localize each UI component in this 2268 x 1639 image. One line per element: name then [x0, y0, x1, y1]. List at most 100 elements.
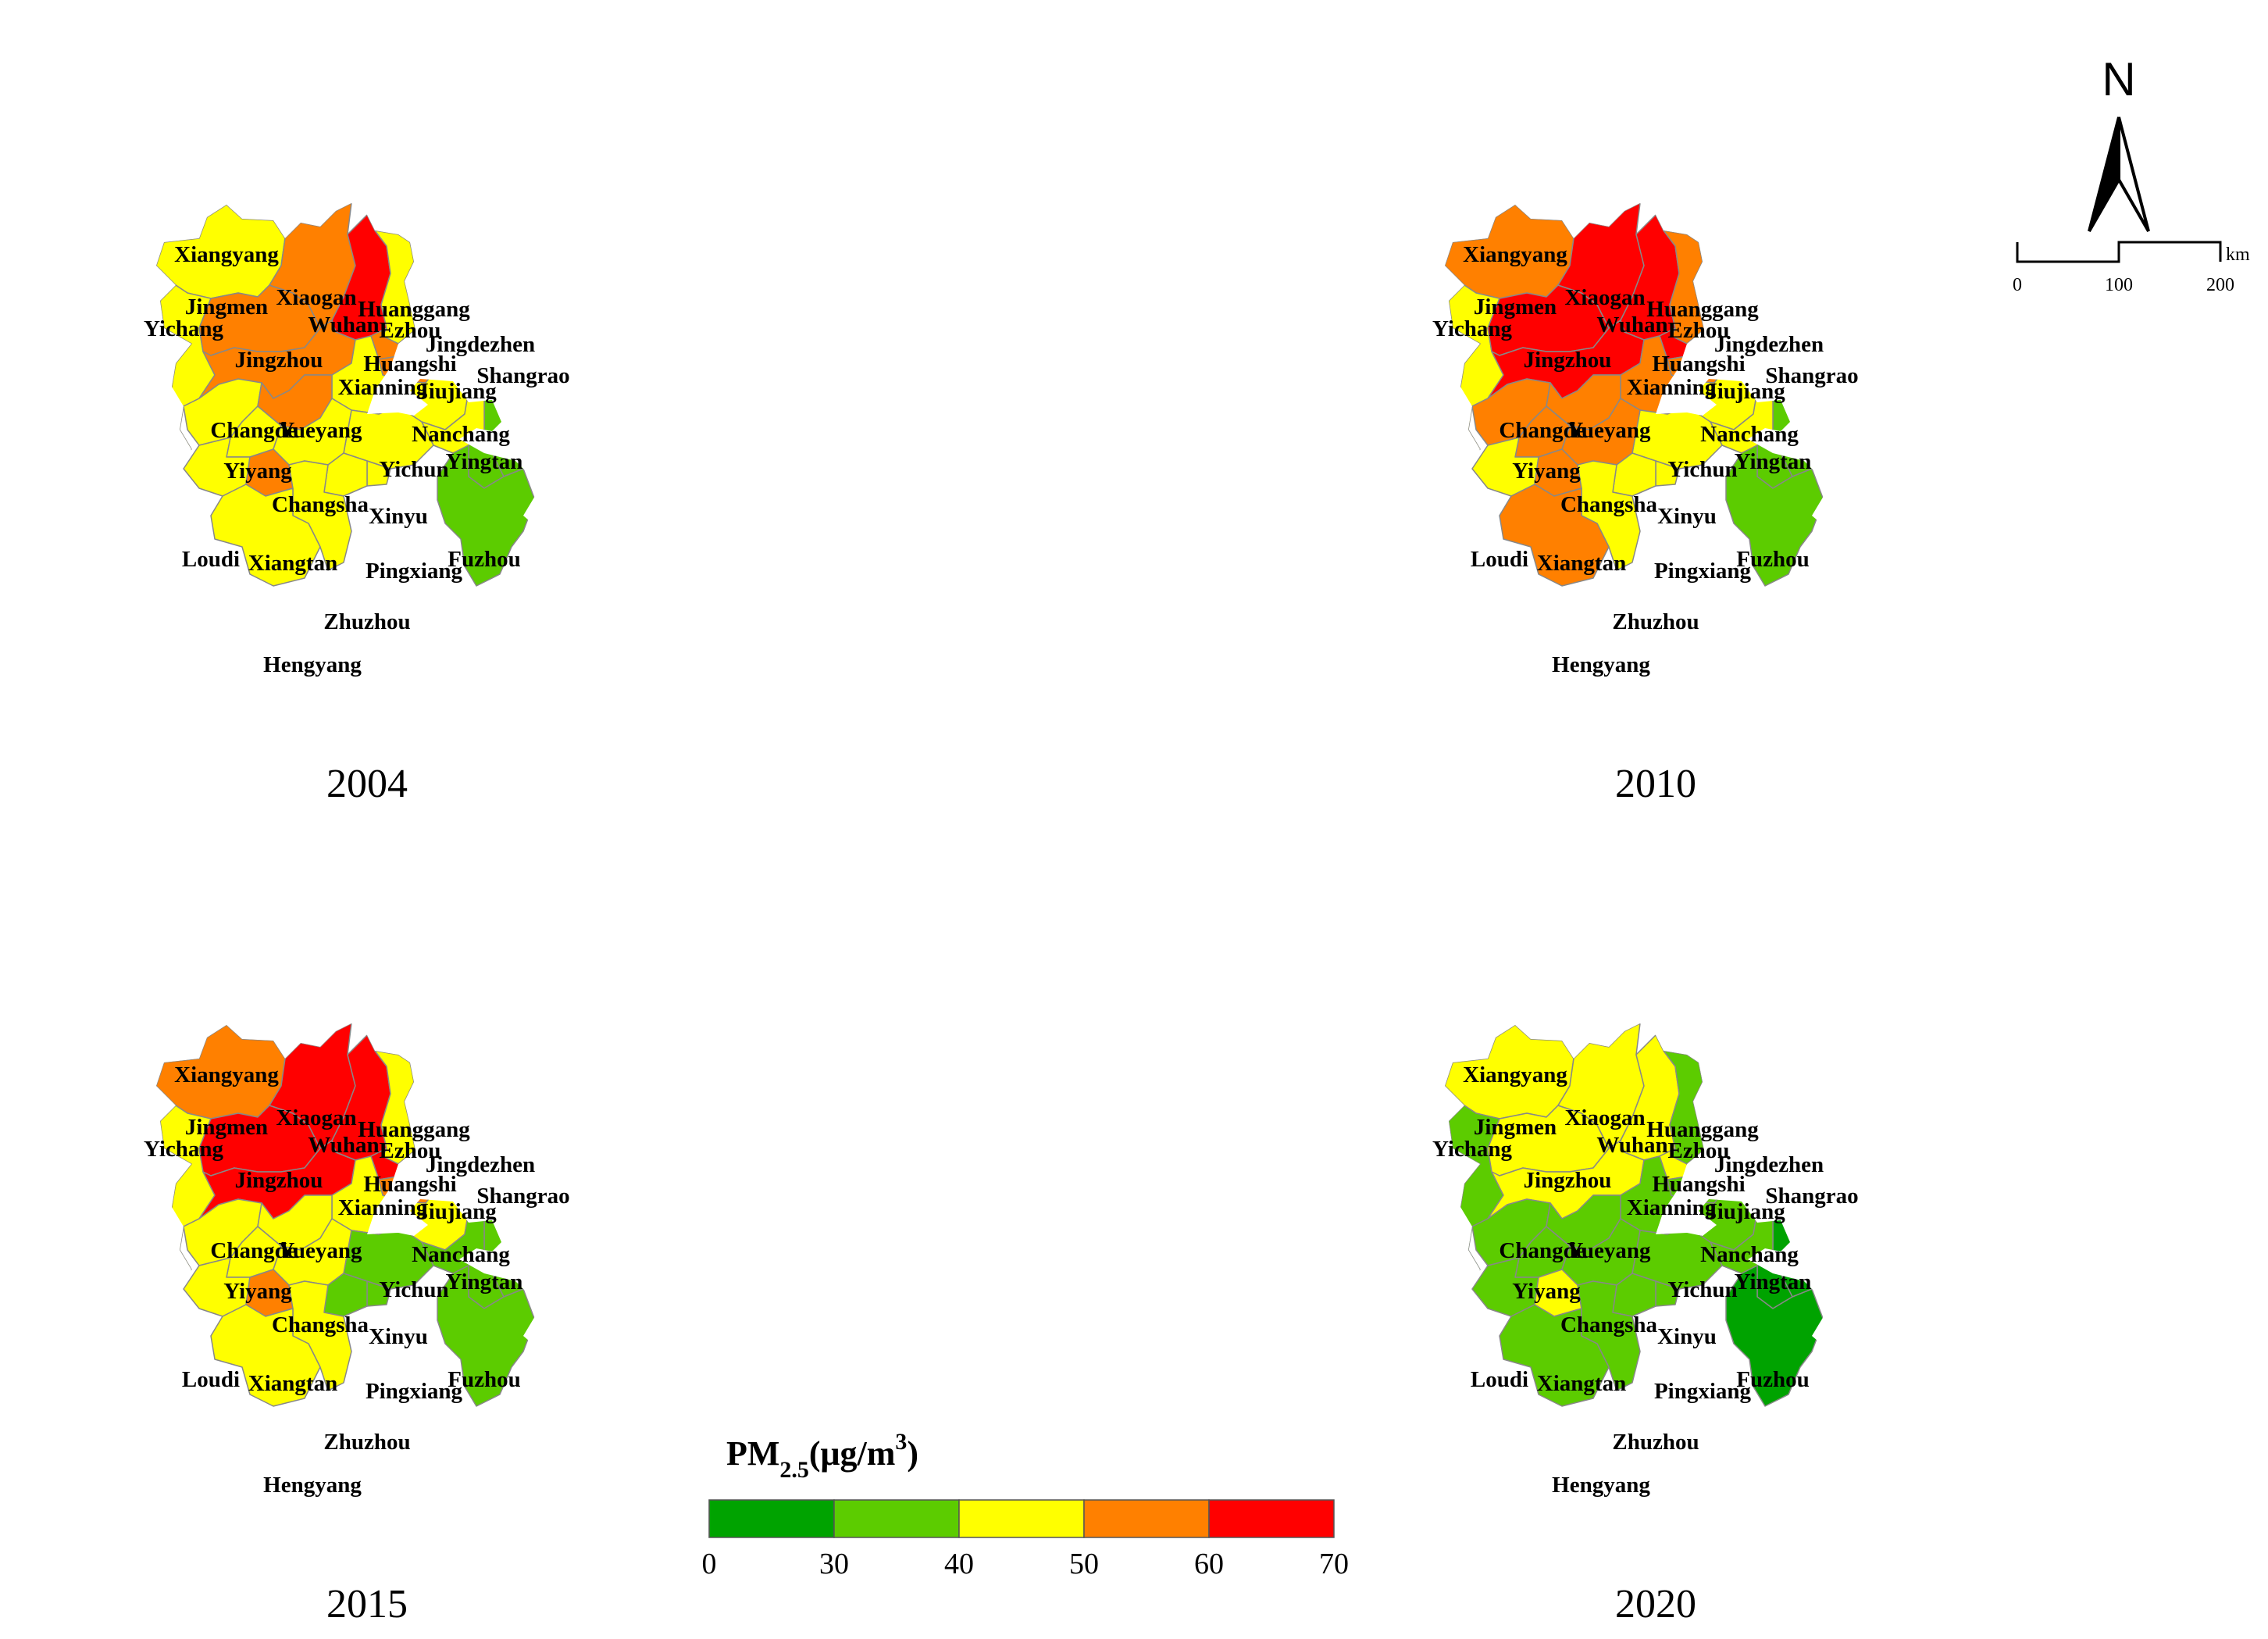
- city-label-xiangyang: Xiangyang: [174, 1062, 279, 1087]
- legend-title-sup: 3: [895, 1429, 907, 1455]
- city-label-xinyu: Xinyu: [369, 1324, 428, 1349]
- city-label-zhuzhou: Zhuzhou: [323, 609, 410, 634]
- city-label-yueyang: Yueyang: [279, 1238, 362, 1263]
- city-label-changde: Changde: [1499, 418, 1585, 443]
- city-label-pingxiang: Pingxiang: [1654, 1379, 1752, 1404]
- legend-swatch-class_60_70: [1208, 1499, 1335, 1538]
- city-label-yichang: Yichang: [1432, 1137, 1513, 1162]
- legend-swatch-class_0_30: [708, 1499, 835, 1538]
- city-label-xiangyang: Xiangyang: [174, 242, 279, 267]
- city-label-loudi: Loudi: [1471, 1367, 1528, 1392]
- city-label-pingxiang: Pingxiang: [366, 1379, 463, 1404]
- legend-title-unit: (μg/m: [809, 1434, 895, 1473]
- region-fuzhou: [1725, 445, 1824, 587]
- legend-title-close: ): [907, 1434, 918, 1473]
- city-label-hengyang: Hengyang: [263, 1473, 362, 1498]
- city-label-yiyang: Yiyang: [1512, 459, 1581, 484]
- city-label-yingtan: Yingtan: [1735, 1269, 1812, 1294]
- year-label-2015: 2015: [326, 1582, 408, 1627]
- city-label-ezhou: Ezhou: [380, 318, 441, 343]
- year-label-2004: 2004: [326, 762, 408, 806]
- city-label-jingzhou: Jingzhou: [235, 1168, 323, 1193]
- city-label-jiujiang: Jiujiang: [1706, 379, 1785, 404]
- city-label-xiaogan: Xiaogan: [276, 1105, 356, 1130]
- city-label-huangshi: Huangshi: [363, 352, 456, 377]
- scale-tick-100: 100: [2105, 275, 2133, 295]
- city-label-changsha: Changsha: [1560, 492, 1658, 517]
- city-label-loudi: Loudi: [182, 1367, 240, 1392]
- city-label-jingzhou: Jingzhou: [1524, 1168, 1612, 1193]
- city-label-huanggang: Huanggang: [1646, 1117, 1759, 1142]
- city-label-xinyu: Xinyu: [1657, 1324, 1717, 1349]
- city-label-fuzhou: Fuzhou: [448, 547, 520, 572]
- city-label-xianning: Xianning: [338, 1195, 428, 1220]
- city-label-nanchang: Nanchang: [412, 422, 510, 447]
- city-label-yichun: Yichun: [1667, 457, 1737, 482]
- city-label-xiangtan: Xiangtan: [1537, 551, 1626, 576]
- city-label-ezhou: Ezhou: [1668, 1138, 1730, 1163]
- city-label-jingdezhen: Jingdezhen: [1714, 332, 1824, 357]
- city-label-shangrao: Shangrao: [1765, 1184, 1858, 1209]
- region-fuzhou: [437, 445, 536, 587]
- region-hengyang: [1499, 1304, 1610, 1407]
- north-label: N: [2102, 53, 2135, 105]
- city-label-changde: Changde: [210, 1238, 297, 1263]
- city-label-wuhan: Wuhan: [308, 1133, 379, 1158]
- legend-tick-50: 50: [1069, 1548, 1099, 1580]
- city-label-xiangyang: Xiangyang: [1463, 242, 1567, 267]
- city-label-hengyang: Hengyang: [1552, 652, 1650, 677]
- city-label-nanchang: Nanchang: [1700, 422, 1799, 447]
- city-label-xiangyang: Xiangyang: [1463, 1062, 1567, 1087]
- city-label-huanggang: Huanggang: [358, 1117, 470, 1142]
- city-label-xiangtan: Xiangtan: [248, 1371, 337, 1396]
- city-label-nanchang: Nanchang: [412, 1242, 510, 1267]
- city-label-huanggang: Huanggang: [358, 297, 470, 322]
- city-label-yueyang: Yueyang: [279, 418, 362, 443]
- city-label-huanggang: Huanggang: [1646, 297, 1759, 322]
- city-label-changde: Changde: [210, 418, 297, 443]
- region-hengyang: [210, 1304, 321, 1407]
- city-label-xinyu: Xinyu: [369, 504, 428, 529]
- legend-title-sub: 2.5: [779, 1457, 809, 1483]
- scale-tick-0: 0: [2013, 275, 2022, 295]
- city-label-yiyang: Yiyang: [223, 459, 292, 484]
- city-label-xianning: Xianning: [1627, 1195, 1717, 1220]
- year-label-2020: 2020: [1615, 1582, 1696, 1627]
- city-label-jingmen: Jingmen: [185, 1115, 268, 1140]
- city-label-jiujiang: Jiujiang: [1706, 1199, 1785, 1224]
- city-label-yichang: Yichang: [144, 316, 224, 341]
- city-label-jiujiang: Jiujiang: [417, 1199, 497, 1224]
- city-label-jingdezhen: Jingdezhen: [1714, 1152, 1824, 1177]
- city-label-loudi: Loudi: [1471, 547, 1528, 572]
- city-label-yiyang: Yiyang: [1512, 1279, 1581, 1304]
- city-label-xiangtan: Xiangtan: [248, 551, 337, 576]
- north-arrow-icon: [2088, 116, 2150, 232]
- north-arrow: N: [2088, 53, 2150, 232]
- city-label-jingmen: Jingmen: [185, 295, 268, 320]
- city-label-hengyang: Hengyang: [1552, 1473, 1650, 1498]
- city-label-yueyang: Yueyang: [1567, 1238, 1651, 1263]
- city-label-ezhou: Ezhou: [380, 1138, 441, 1163]
- legend-swatch-class_50_60: [1083, 1499, 1210, 1538]
- city-label-changsha: Changsha: [272, 492, 369, 517]
- city-label-jiujiang: Jiujiang: [417, 379, 497, 404]
- city-label-jingdezhen: Jingdezhen: [426, 332, 535, 357]
- scale-unit: km: [2226, 245, 2250, 265]
- city-label-shangrao: Shangrao: [476, 363, 569, 388]
- scale-bar: 0 100 200 km: [2013, 241, 2250, 295]
- city-label-fuzhou: Fuzhou: [1736, 1367, 1809, 1392]
- legend-tick-0: 0: [702, 1548, 717, 1580]
- region-fuzhou: [1725, 1265, 1824, 1407]
- city-label-zhuzhou: Zhuzhou: [1612, 1430, 1699, 1455]
- city-label-jingzhou: Jingzhou: [1524, 348, 1612, 373]
- region-hengyang: [1499, 484, 1610, 587]
- city-label-shangrao: Shangrao: [1765, 363, 1858, 388]
- legend-title-main: PM: [726, 1434, 779, 1473]
- legend-title: PM2.5(μg/m3): [726, 1429, 918, 1483]
- city-label-shangrao: Shangrao: [476, 1184, 569, 1209]
- city-label-fuzhou: Fuzhou: [1736, 547, 1809, 572]
- region-hengyang: [210, 484, 321, 587]
